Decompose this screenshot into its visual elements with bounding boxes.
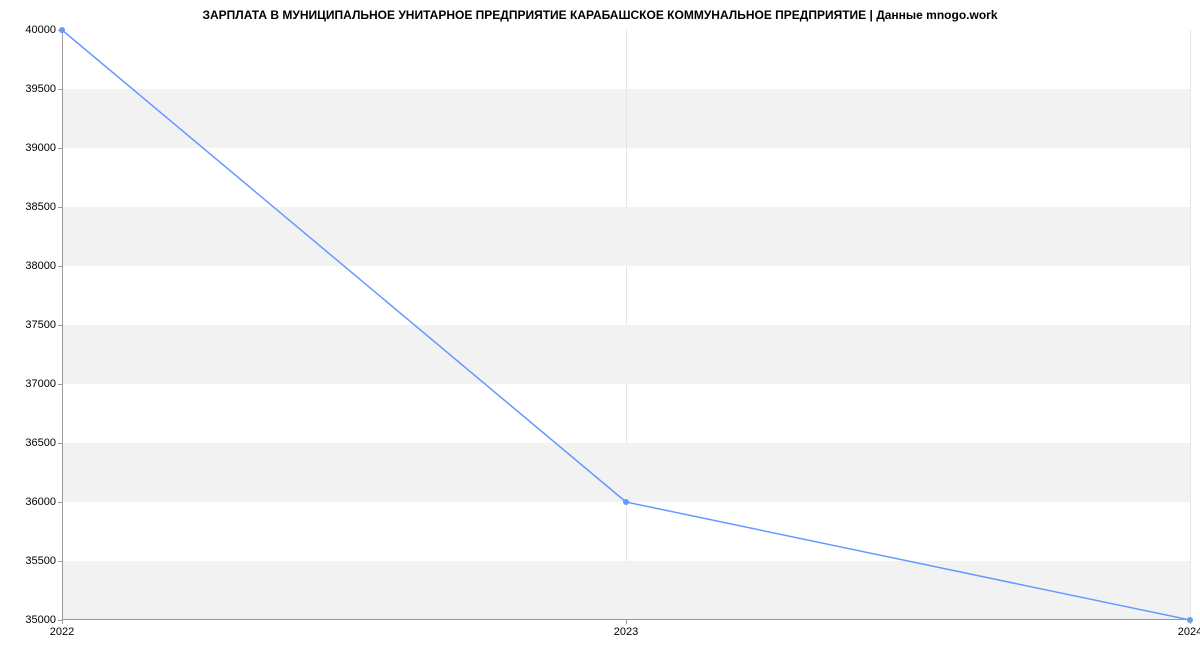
y-tick-label: 38500 <box>25 201 62 213</box>
y-tick-mark <box>58 30 62 31</box>
y-tick-mark <box>58 443 62 444</box>
y-tick-label: 38000 <box>25 260 62 272</box>
x-tick-mark <box>62 620 63 624</box>
series-line-salary <box>62 30 1190 620</box>
y-tick-mark <box>58 502 62 503</box>
chart-container: ЗАРПЛАТА В МУНИЦИПАЛЬНОЕ УНИТАРНОЕ ПРЕДП… <box>0 0 1200 650</box>
x-grid-line <box>1190 30 1191 620</box>
chart-title: ЗАРПЛАТА В МУНИЦИПАЛЬНОЕ УНИТАРНОЕ ПРЕДП… <box>0 8 1200 22</box>
plot-area: 3500035500360003650037000375003800038500… <box>62 30 1190 620</box>
y-tick-mark <box>58 325 62 326</box>
y-tick-label: 37000 <box>25 378 62 390</box>
y-tick-mark <box>58 89 62 90</box>
y-tick-label: 36500 <box>25 437 62 449</box>
y-tick-label: 40000 <box>25 24 62 36</box>
x-tick-mark <box>626 620 627 624</box>
y-tick-label: 35500 <box>25 555 62 567</box>
line-layer <box>62 30 1190 620</box>
y-tick-label: 39000 <box>25 142 62 154</box>
y-tick-label: 39500 <box>25 83 62 95</box>
y-tick-mark <box>58 384 62 385</box>
y-tick-mark <box>58 561 62 562</box>
x-tick-mark <box>1190 620 1191 624</box>
y-tick-mark <box>58 148 62 149</box>
y-tick-mark <box>58 266 62 267</box>
y-tick-label: 37500 <box>25 319 62 331</box>
series-marker-salary <box>623 499 629 505</box>
y-tick-label: 36000 <box>25 496 62 508</box>
y-tick-mark <box>58 207 62 208</box>
x-tick-label: 2024 <box>1178 620 1200 638</box>
